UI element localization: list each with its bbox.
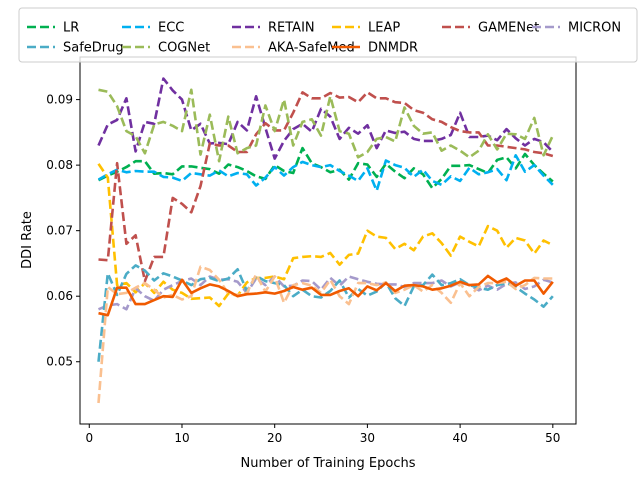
- series-layer: [97, 77, 554, 404]
- y-tick-label: 0.06: [46, 289, 73, 303]
- x-tick-label: 30: [360, 431, 375, 445]
- legend-label-micron: MICRON: [568, 21, 621, 36]
- series-line-aka-safemed: [97, 265, 553, 404]
- legend-label-dnmdr: DNMDR: [368, 41, 418, 56]
- x-tick-label: 50: [545, 431, 560, 445]
- y-axis-ticks: 0.05 0.06 0.07 0.08 0.09: [46, 93, 80, 369]
- legend-label-safedrug: SafeDrug: [63, 41, 124, 56]
- legend-box: [18, 7, 638, 63]
- x-tick-label: 40: [452, 431, 467, 445]
- x-tick-label: 10: [174, 431, 189, 445]
- x-axis-label: Number of Training Epochs: [240, 456, 415, 471]
- x-axis-ticks: 0 10 20 30 40 50: [85, 424, 560, 445]
- series-line-dnmdr: [98, 274, 554, 317]
- legend-label-aka-safemed: AKA-SafeMed: [268, 41, 355, 56]
- y-tick-label: 0.09: [46, 93, 73, 107]
- series-line-ecc: [97, 154, 554, 192]
- x-tick-label: 20: [267, 431, 282, 445]
- y-tick-label: 0.08: [46, 158, 73, 172]
- legend-label-gamenet: GAMENet: [478, 21, 539, 36]
- legend-label-lr: LR: [63, 21, 79, 36]
- series-line-retain: [97, 77, 554, 160]
- series-line-leap: [97, 163, 554, 308]
- y-tick-label: 0.05: [46, 355, 73, 369]
- y-tick-label: 0.07: [46, 224, 73, 238]
- legend-label-retain: RETAIN: [268, 21, 315, 36]
- legend-label-ecc: ECC: [158, 21, 184, 36]
- y-axis-label: DDI Rate: [20, 211, 35, 269]
- legend: LR ECC RETAIN LEAP GAMENet MICRON SafeDrug COGN…: [18, 7, 638, 63]
- series-line-lr: [97, 146, 554, 190]
- legend-label-cognet: COGNet: [158, 41, 210, 56]
- series-line-gamenet: [98, 91, 554, 283]
- series-line-cognet: [98, 88, 554, 163]
- x-tick-label: 0: [85, 431, 93, 445]
- legend-label-leap: LEAP: [368, 21, 400, 36]
